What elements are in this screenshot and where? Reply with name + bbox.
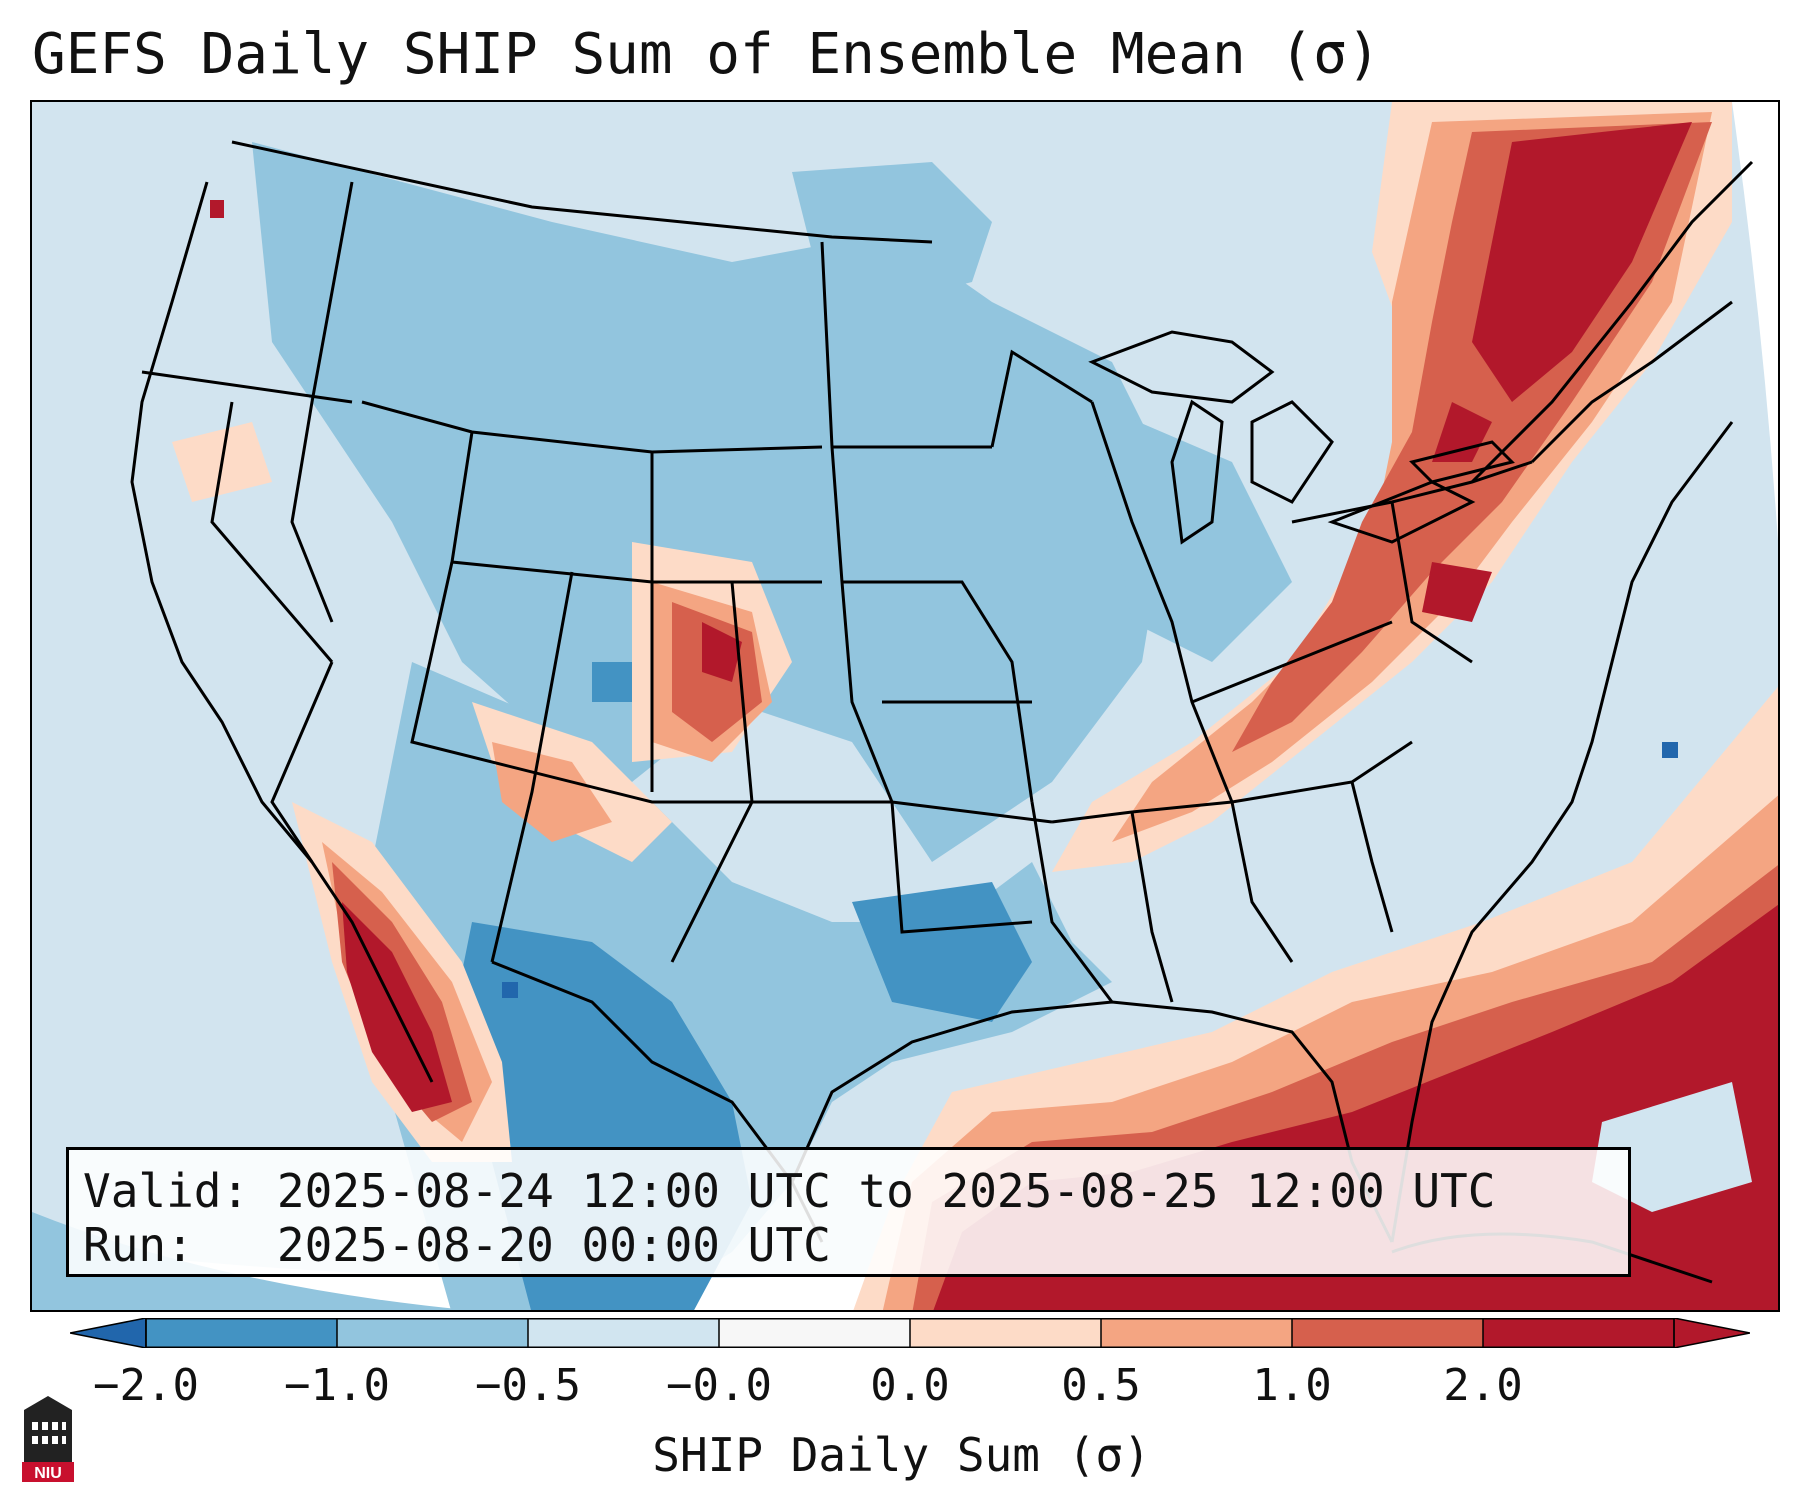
- logo-text: NIU: [34, 1465, 62, 1482]
- colorbar: [70, 1318, 1750, 1348]
- valid-value: 2025-08-24 12:00 UTC to 2025-08-25 12:00…: [276, 1164, 1496, 1218]
- strong-negative-cell: [1662, 742, 1678, 758]
- niu-logo-icon: NIU: [22, 1396, 74, 1482]
- run-line: Run: 2025-08-20 00:00 UTC: [83, 1218, 1628, 1272]
- colorbar-segment: [337, 1318, 529, 1348]
- colorbar-extend-low: [70, 1318, 147, 1348]
- colorbar-segment: [146, 1318, 338, 1348]
- colorbar-segment: [910, 1318, 1102, 1348]
- colorbar-tick-label: 2.0: [1443, 1360, 1523, 1411]
- colorbar-segment: [1292, 1318, 1484, 1348]
- map-panel: [30, 100, 1780, 1312]
- colorbar-tick-label: −1.0: [284, 1360, 390, 1411]
- colorbar-tick-label: −0.5: [475, 1360, 581, 1411]
- colorbar-label: SHIP Daily Sum (σ): [652, 1428, 1151, 1482]
- colorbar-tick-label: 0.5: [1061, 1360, 1141, 1411]
- colorbar-segment: [1483, 1318, 1675, 1348]
- colorbar-tick-label: 1.0: [1252, 1360, 1332, 1411]
- colorbar-tick-label: 0.0: [870, 1360, 950, 1411]
- valid-line: Valid: 2025-08-24 12:00 UTC to 2025-08-2…: [83, 1164, 1628, 1218]
- weak-negative-region: [1592, 1082, 1752, 1212]
- colorbar-ticks: −2.0 −1.0 −0.5 −0.0 0.0 0.5 1.0 2.0: [0, 1360, 1803, 1420]
- chart-title: GEFS Daily SHIP Sum of Ensemble Mean (σ): [32, 22, 1381, 87]
- valid-label: Valid:: [83, 1164, 250, 1218]
- political-borders: [130, 140, 1754, 1284]
- colorbar-extend-high: [1673, 1318, 1750, 1348]
- run-value: 2025-08-20 00:00 UTC: [276, 1218, 831, 1272]
- projection-edge-right: [1732, 102, 1778, 541]
- colorbar-segment: [719, 1318, 911, 1348]
- strong-negative-cell: [502, 982, 518, 998]
- colorbar-tick-label: −2.0: [93, 1360, 199, 1411]
- colorbar-tick-label: −0.0: [666, 1360, 772, 1411]
- colorbar-segment: [1101, 1318, 1293, 1348]
- colorbar-segment: [528, 1318, 720, 1348]
- info-box: Valid: 2025-08-24 12:00 UTC to 2025-08-2…: [66, 1147, 1631, 1277]
- run-label: Run:: [83, 1218, 194, 1272]
- anomaly-map: [32, 102, 1778, 1310]
